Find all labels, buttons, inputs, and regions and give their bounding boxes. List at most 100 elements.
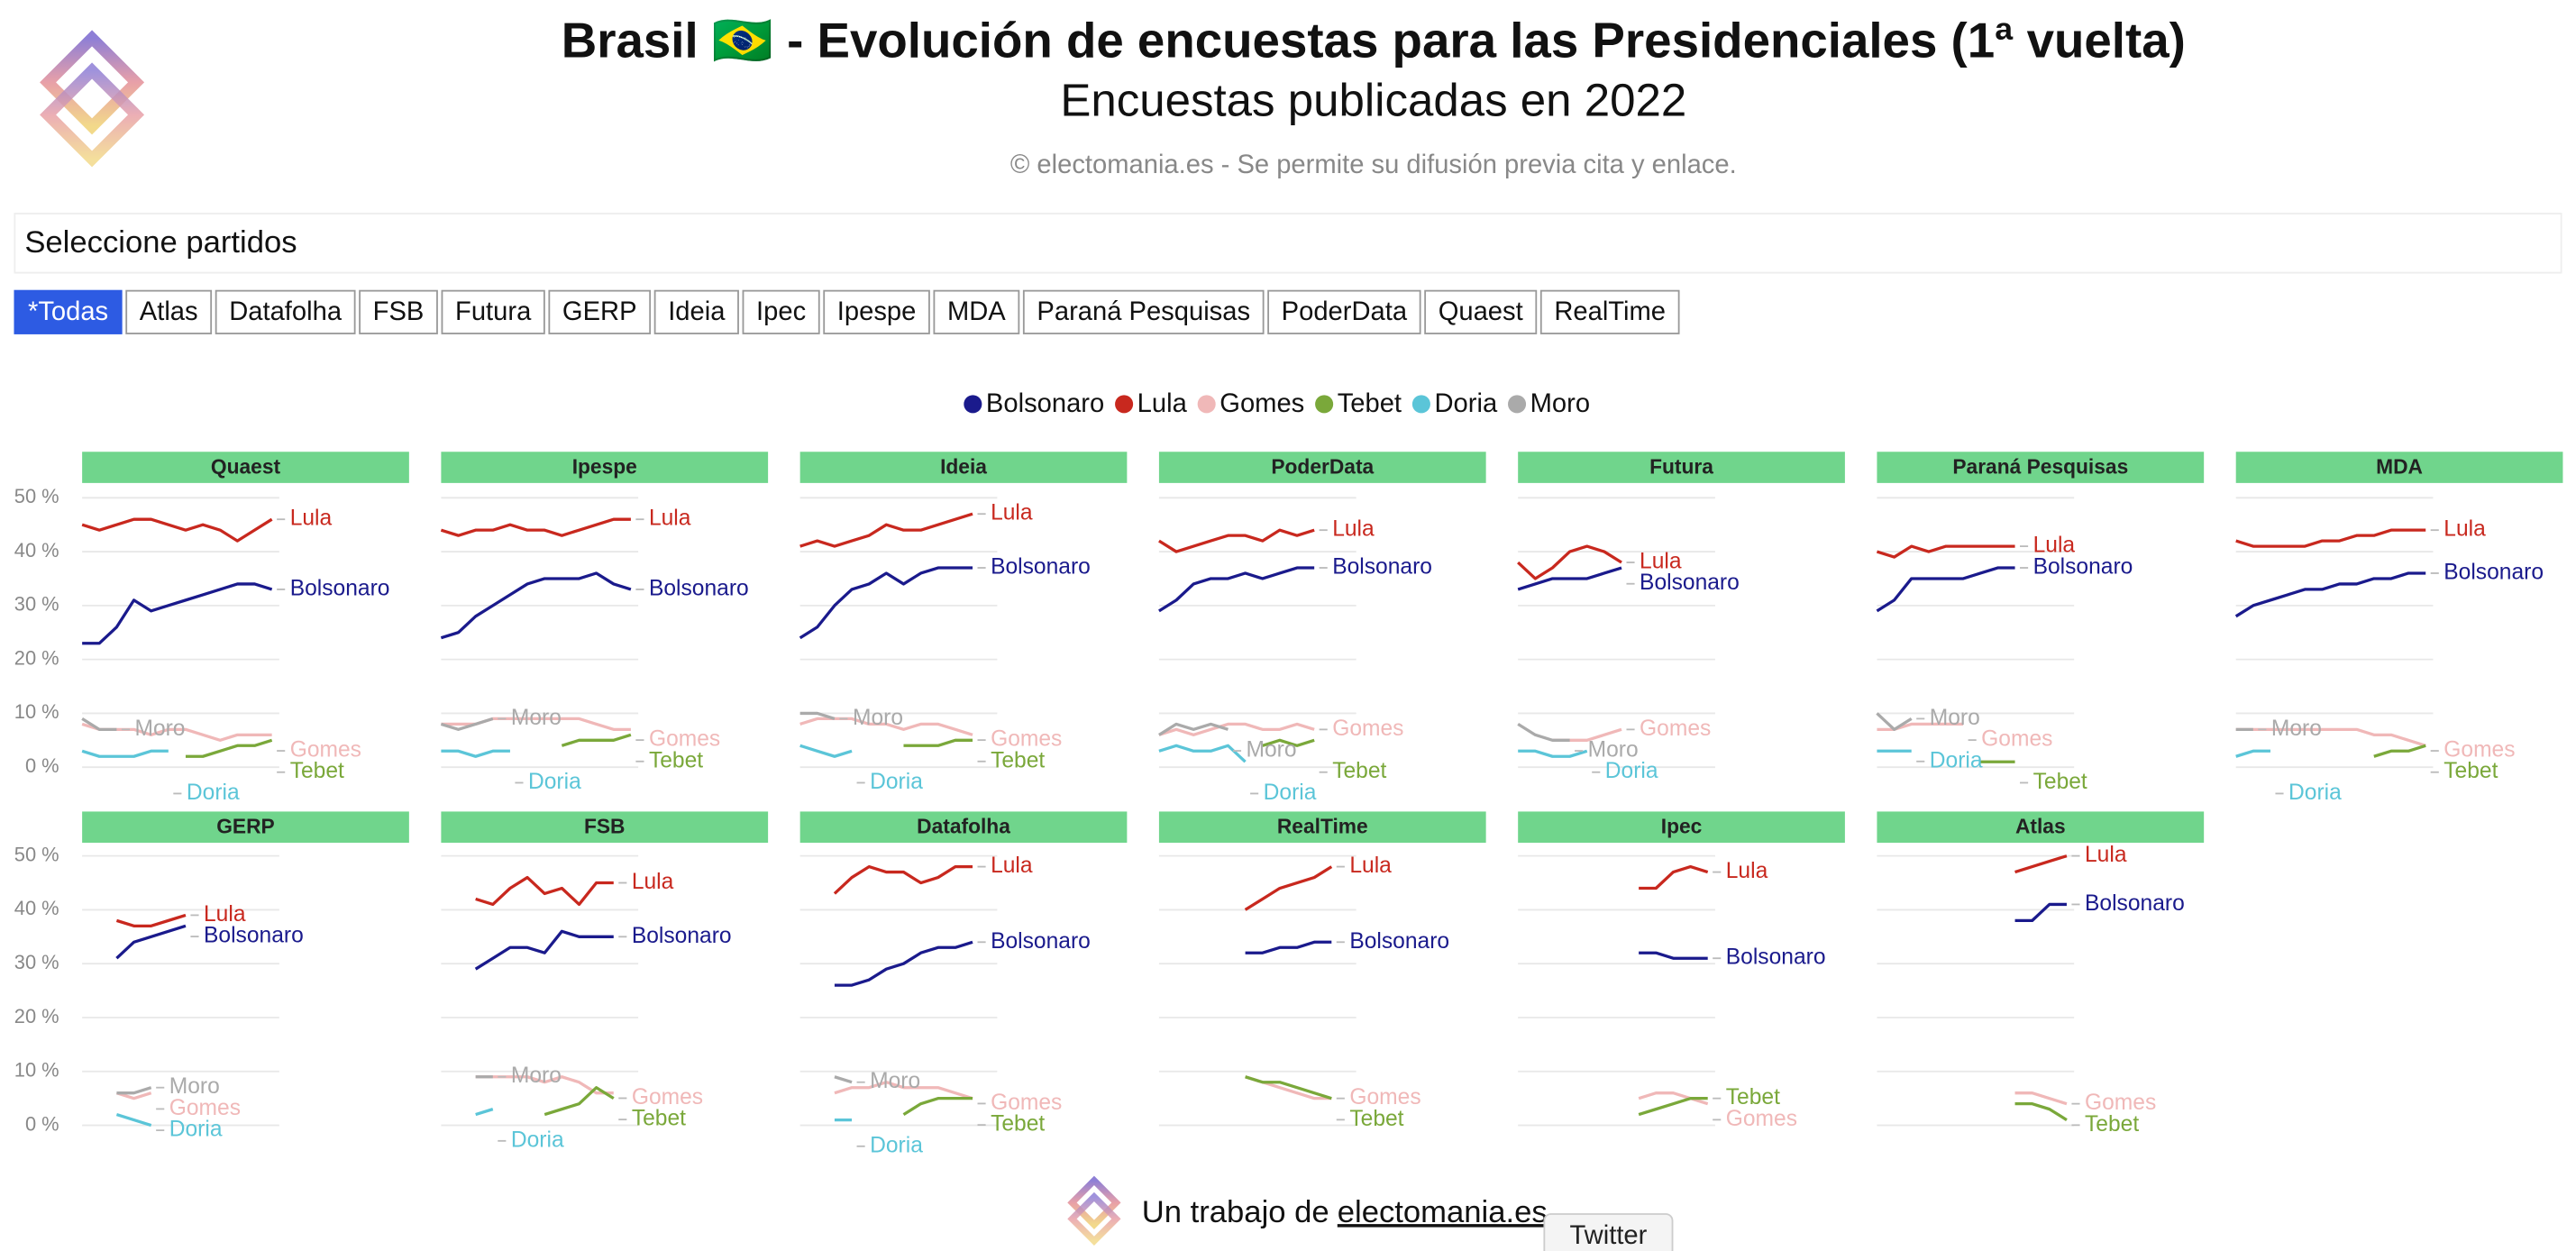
series-line xyxy=(81,749,169,758)
filter-button[interactable]: Atlas xyxy=(125,289,213,334)
filter-button[interactable]: Datafolha xyxy=(215,289,356,334)
y-tick-label: 30 % xyxy=(14,593,59,616)
series-line xyxy=(1158,744,1247,763)
series-line xyxy=(115,1113,152,1128)
series-label: Moro xyxy=(511,706,562,730)
panel: GERP 0 % 10 % 20 % 30 % 40 % 50 % LulaBolsonaro… xyxy=(14,811,409,1142)
filter-button-bg[interactable] xyxy=(215,289,356,334)
filter-button[interactable]: Ipec xyxy=(742,289,820,334)
filter-button-bg[interactable] xyxy=(548,289,652,334)
series-line xyxy=(834,1075,853,1084)
filter-button-bg[interactable] xyxy=(441,289,545,334)
filter-button[interactable]: RealTime xyxy=(1539,289,1680,334)
series-label: Lula xyxy=(290,507,333,531)
filter-button-bg[interactable] xyxy=(359,289,438,334)
filter-button-label[interactable]: *Todas xyxy=(28,297,108,326)
filter-button-bg[interactable] xyxy=(1539,289,1680,334)
filter-button[interactable]: MDA xyxy=(933,289,1020,334)
filter-button-bg[interactable] xyxy=(933,289,1020,334)
panel-header xyxy=(1158,452,1486,483)
series-label: Bolsonaro xyxy=(649,576,749,600)
series-label: Tebet xyxy=(2444,759,2498,783)
series-line xyxy=(1638,1091,1709,1106)
series-line xyxy=(2014,902,2067,923)
panel-title: PoderData xyxy=(1271,454,1374,478)
series-line xyxy=(2234,571,2426,618)
series-line xyxy=(799,717,973,736)
filter-button[interactable]: Paraná Pesquisas xyxy=(1022,289,1265,334)
filter-button-bg[interactable] xyxy=(742,289,820,334)
filter-button-bg[interactable] xyxy=(1424,289,1538,334)
series-label: Moro xyxy=(1588,738,1639,762)
filter-button-label[interactable]: Quaest xyxy=(1439,297,1523,326)
filter-button-bg[interactable] xyxy=(1022,289,1265,334)
series-label: Doria xyxy=(1930,748,1983,772)
filter-button-label[interactable]: Ipec xyxy=(756,297,806,326)
panel: Quaest 0 % 10 % 20 % 30 % 40 % 50 % Lula Bolsona… xyxy=(14,452,409,805)
filter-button[interactable]: PoderData xyxy=(1267,289,1421,334)
series-label: Gomes xyxy=(1981,727,2052,752)
series-line xyxy=(2014,1091,2068,1106)
series-label: Lula xyxy=(1349,854,1392,878)
filter-button-bg[interactable] xyxy=(1267,289,1421,334)
filter-button-label[interactable]: Datafolha xyxy=(229,297,343,326)
series-label: Bolsonaro xyxy=(991,929,1091,954)
series-label: Tebet xyxy=(649,748,703,772)
series-label: Moro xyxy=(2271,717,2322,741)
filter-button-label[interactable]: Paraná Pesquisas xyxy=(1037,297,1250,326)
series-label: Lula xyxy=(2033,534,2076,558)
legend-marker xyxy=(1315,395,1334,414)
filter-button-bg[interactable] xyxy=(14,289,123,334)
twitter-button[interactable]: Twitter xyxy=(1543,1213,1674,1251)
series-line xyxy=(1876,566,2015,613)
panel-header xyxy=(1158,811,1486,844)
series-label: Lula xyxy=(649,507,691,531)
filter-button[interactable]: Ideia xyxy=(653,289,739,334)
filter-button-label[interactable]: RealTime xyxy=(1554,297,1666,326)
filter-button[interactable]: Quaest xyxy=(1424,289,1538,334)
series-line xyxy=(115,924,187,960)
series-line xyxy=(115,1091,152,1100)
twitter-button-bg[interactable] xyxy=(1543,1213,1674,1251)
filter-button-label[interactable]: Atlas xyxy=(140,297,198,326)
series-label: Bolsonaro xyxy=(632,924,732,948)
filter-label: Seleccione partidos xyxy=(24,225,297,260)
series-label: Moro xyxy=(1247,738,1297,762)
filter-button-label[interactable]: Ipespe xyxy=(837,297,917,326)
filter-button-bg[interactable] xyxy=(653,289,739,334)
filter-button[interactable]: Futura xyxy=(441,289,545,334)
filter-button-bg[interactable] xyxy=(823,289,930,334)
series-label: Bolsonaro xyxy=(1332,555,1432,580)
filter-button-label[interactable]: GERP xyxy=(562,297,637,326)
series-line xyxy=(561,733,632,747)
series-label: Tebet xyxy=(290,759,344,783)
footer-link[interactable]: electomania.es xyxy=(1338,1195,1548,1229)
filter-button[interactable]: FSB xyxy=(359,289,438,334)
filter-button-bg[interactable] xyxy=(125,289,213,334)
y-tick-label: 20 % xyxy=(14,646,59,669)
filter-button-label[interactable]: Ideia xyxy=(668,297,726,326)
series-label: Lula xyxy=(204,902,246,927)
filter-button-label[interactable]: PoderData xyxy=(1282,297,1408,326)
series-label: Tebet xyxy=(991,748,1045,772)
y-tick-label: 40 % xyxy=(14,897,59,919)
legend-marker xyxy=(1115,395,1134,414)
panel-header xyxy=(799,452,1128,483)
filter-button[interactable]: GERP xyxy=(548,289,652,334)
filter-button-label[interactable]: FSB xyxy=(373,297,425,326)
twitter-button-label[interactable]: Twitter xyxy=(1569,1221,1647,1250)
filter-button[interactable]: Ipespe xyxy=(823,289,930,334)
series-label: Tebet xyxy=(1332,759,1386,783)
filter-button-label[interactable]: Futura xyxy=(455,297,532,326)
filter-button[interactable]: *Todas xyxy=(14,289,123,334)
legend-label: Moro xyxy=(1530,389,1590,418)
filter-button-label[interactable]: MDA xyxy=(947,297,1006,326)
series-line xyxy=(1244,865,1333,911)
panel-title: FSB xyxy=(584,815,626,838)
series-label: Lula xyxy=(1726,859,1768,883)
